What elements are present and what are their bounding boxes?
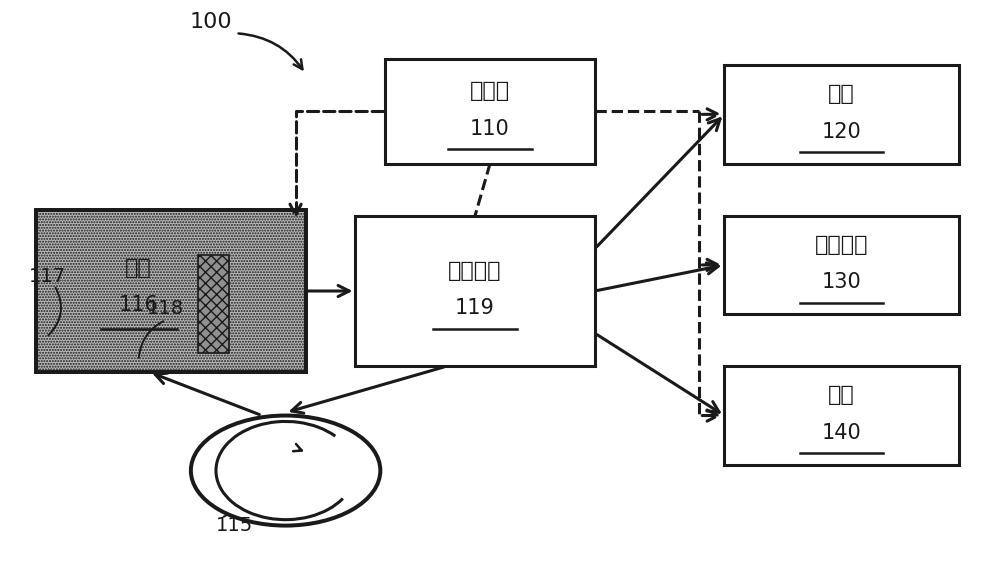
Text: 110: 110: [470, 119, 510, 139]
Text: 司机座位: 司机座位: [815, 235, 868, 255]
Bar: [355, 216, 595, 366]
Text: 液罐: 液罐: [125, 258, 152, 278]
Text: 119: 119: [455, 299, 495, 318]
Bar: [724, 366, 959, 465]
Text: 140: 140: [822, 423, 861, 443]
Text: 116: 116: [119, 296, 159, 315]
Bar: [36, 210, 306, 372]
Bar: [724, 216, 959, 314]
Bar: [385, 59, 595, 164]
Text: 115: 115: [216, 516, 253, 535]
Text: 客舱: 客舱: [828, 84, 855, 104]
Bar: [198, 255, 229, 353]
Text: 控制器: 控制器: [470, 81, 510, 101]
Text: 117: 117: [29, 267, 66, 286]
Bar: [36, 210, 306, 372]
Text: 120: 120: [822, 122, 861, 141]
Text: 118: 118: [147, 299, 184, 318]
Text: 100: 100: [189, 12, 232, 31]
Text: 130: 130: [822, 272, 861, 292]
Text: 电池: 电池: [828, 385, 855, 405]
Bar: [724, 65, 959, 164]
Text: 热交换器: 热交换器: [448, 261, 502, 281]
